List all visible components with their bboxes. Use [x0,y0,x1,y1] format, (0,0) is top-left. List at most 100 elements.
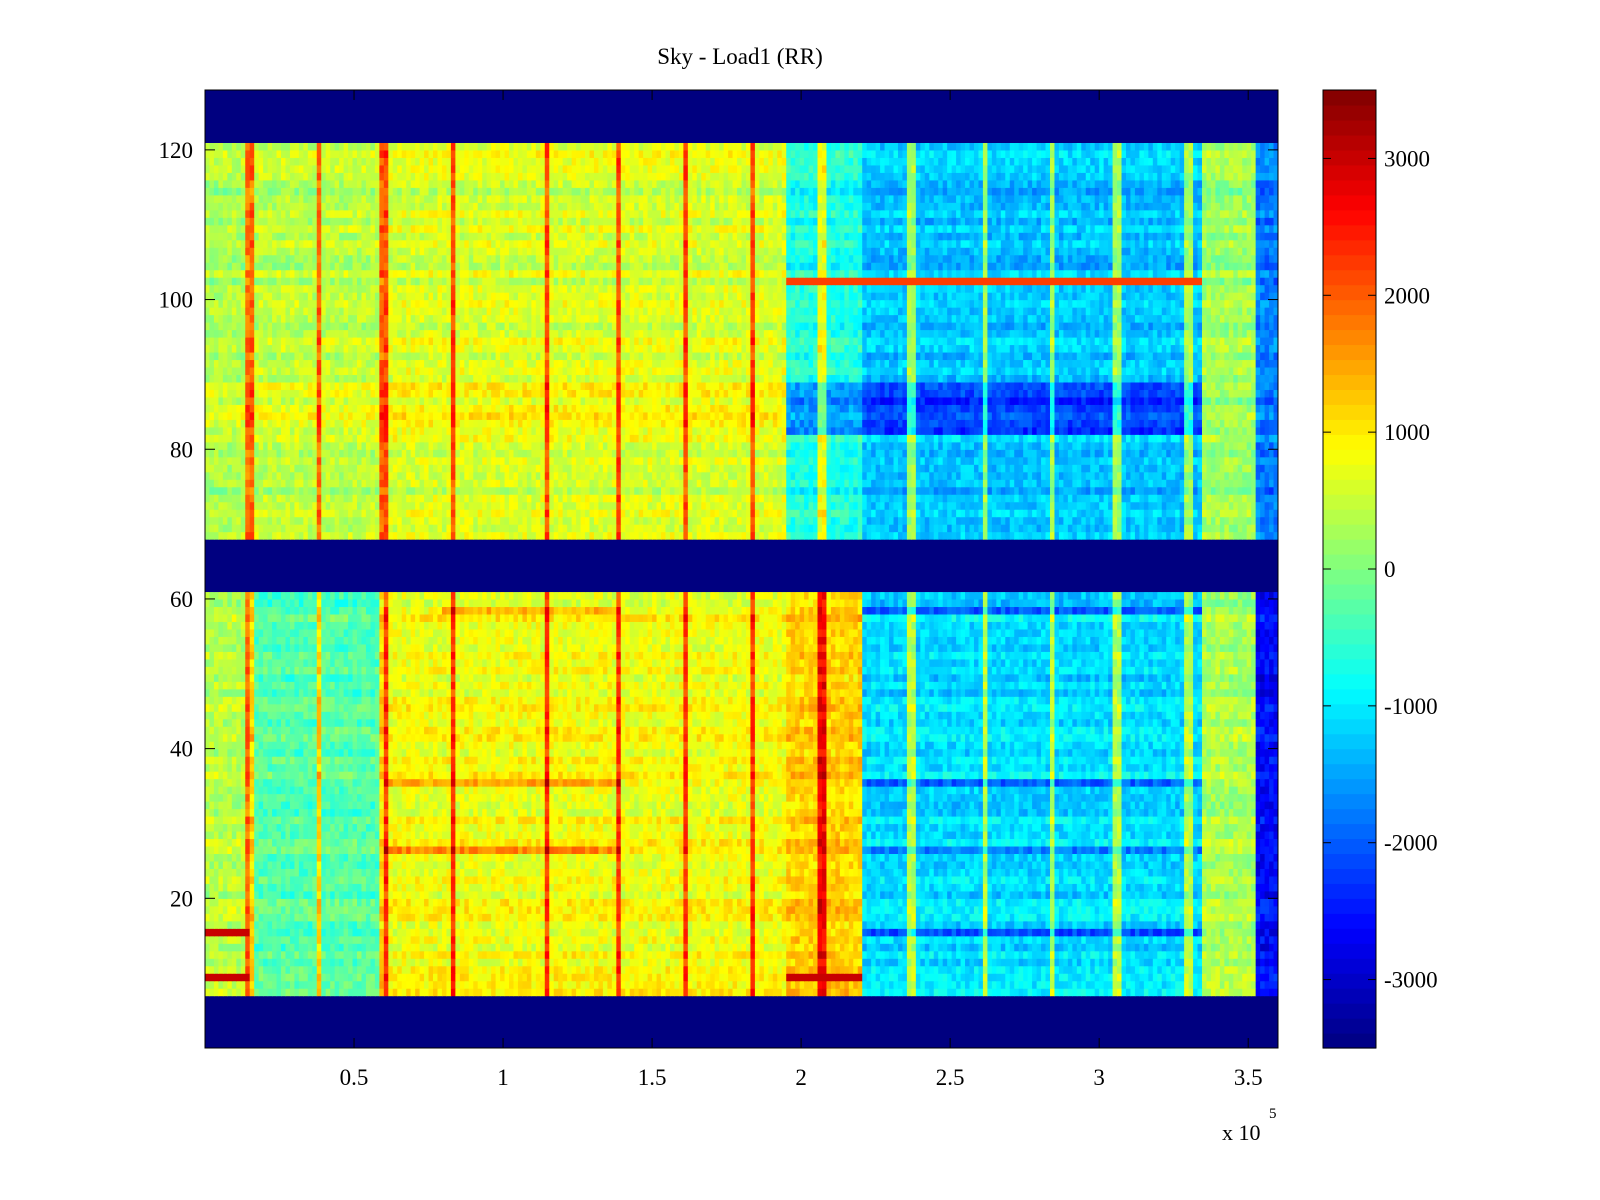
heatmap-cell [902,913,907,921]
heatmap-cell [540,913,545,921]
heatmap-cell [934,928,939,936]
heatmap-cell [849,1018,854,1026]
heatmap-cell [978,996,983,1004]
heatmap-cell [505,988,510,996]
heatmap-cell [460,898,465,906]
heatmap-cell [929,988,934,996]
heatmap-cell [469,1011,474,1019]
heatmap-cell [1014,943,1019,951]
heatmap-cell [804,996,809,1004]
heatmap-cell [1001,988,1006,996]
heatmap-cell [974,928,979,936]
heatmap-cell [737,921,742,929]
heatmap-cell [241,891,246,899]
heatmap-cell [724,906,729,914]
heatmap-cell [715,943,720,951]
heatmap-cell [688,898,693,906]
heatmap-cell [683,1011,688,1019]
heatmap-cell [361,906,366,914]
heatmap-cell [1010,973,1015,981]
heatmap-cell [956,943,961,951]
heatmap-cell [1238,996,1243,1004]
heatmap-cell [581,936,586,944]
heatmap-cell [804,921,809,929]
heatmap-cell [1211,898,1216,906]
heatmap-cell [1144,973,1149,981]
heatmap-cell [1099,936,1104,944]
heatmap-cell [594,891,599,899]
heatmap-cell [813,958,818,966]
heatmap-cell [719,1026,724,1034]
heatmap-cell [540,988,545,996]
heatmap-cell [840,1011,845,1019]
heatmap-cell [1054,906,1059,914]
heatmap-cell [1180,958,1185,966]
heatmap-cell [451,1033,456,1041]
heatmap-cell [795,1018,800,1026]
heatmap-cell [750,1003,755,1011]
heatmap-cell [1144,1033,1149,1041]
heatmap-cell [791,943,796,951]
heatmap-cell [1242,1018,1247,1026]
heatmap-cell [733,1003,738,1011]
heatmap-cell [393,988,398,996]
heatmap-cell [1206,966,1211,974]
heatmap-cell [974,966,979,974]
heatmap-cell [978,966,983,974]
heatmap-cell [250,898,255,906]
heatmap-cell [1037,1011,1042,1019]
heatmap-cell [549,943,554,951]
heatmap-cell [889,936,894,944]
heatmap-cell [1072,1026,1077,1034]
heatmap-cell [898,928,903,936]
heatmap-cell [746,966,751,974]
heatmap-cell [473,906,478,914]
heatmap-cell [719,898,724,906]
heatmap-cell [826,921,831,929]
heatmap-cell [540,996,545,1004]
heatmap-cell [357,1018,362,1026]
heatmap-cell [1050,966,1055,974]
heatmap-cell [1130,1011,1135,1019]
heatmap-cell [482,936,487,944]
heatmap-cell [733,973,738,981]
heatmap-cell [1189,928,1194,936]
heatmap-cell [218,996,223,1004]
heatmap-cell [554,1041,559,1049]
heatmap-cell [1019,891,1024,899]
heatmap-cell [581,906,586,914]
heatmap-cell [500,921,505,929]
heatmap-cell [433,996,438,1004]
heatmap-cell [281,981,286,989]
heatmap-cell [1072,1033,1077,1041]
heatmap-cell [894,988,899,996]
heatmap-cell [478,921,483,929]
heatmap-cell [223,906,228,914]
heatmap-cell [1251,981,1256,989]
heatmap-cell [800,1026,805,1034]
heatmap-cell [639,958,644,966]
heatmap-cell [1220,906,1225,914]
heatmap-cell [1224,1026,1229,1034]
heatmap-cell [379,906,384,914]
heatmap-cell [1180,1011,1185,1019]
heatmap-cell [831,988,836,996]
heatmap-cell [1242,996,1247,1004]
heatmap-cell [1032,906,1037,914]
heatmap-cell [1023,1041,1028,1049]
heatmap-cell [710,1033,715,1041]
heatmap-cell [330,1033,335,1041]
heatmap-cell [1077,973,1082,981]
heatmap-cell [835,943,840,951]
heatmap-cell [809,1026,814,1034]
heatmap-cell [1072,988,1077,996]
heatmap-cell [227,913,232,921]
heatmap-cell [1113,1018,1118,1026]
heatmap-cell [330,1011,335,1019]
heatmap-cell [835,891,840,899]
heatmap-cell [370,936,375,944]
heatmap-cell [245,1033,250,1041]
heatmap-cell [616,996,621,1004]
heatmap-cell [862,921,867,929]
heatmap-cell [755,898,760,906]
